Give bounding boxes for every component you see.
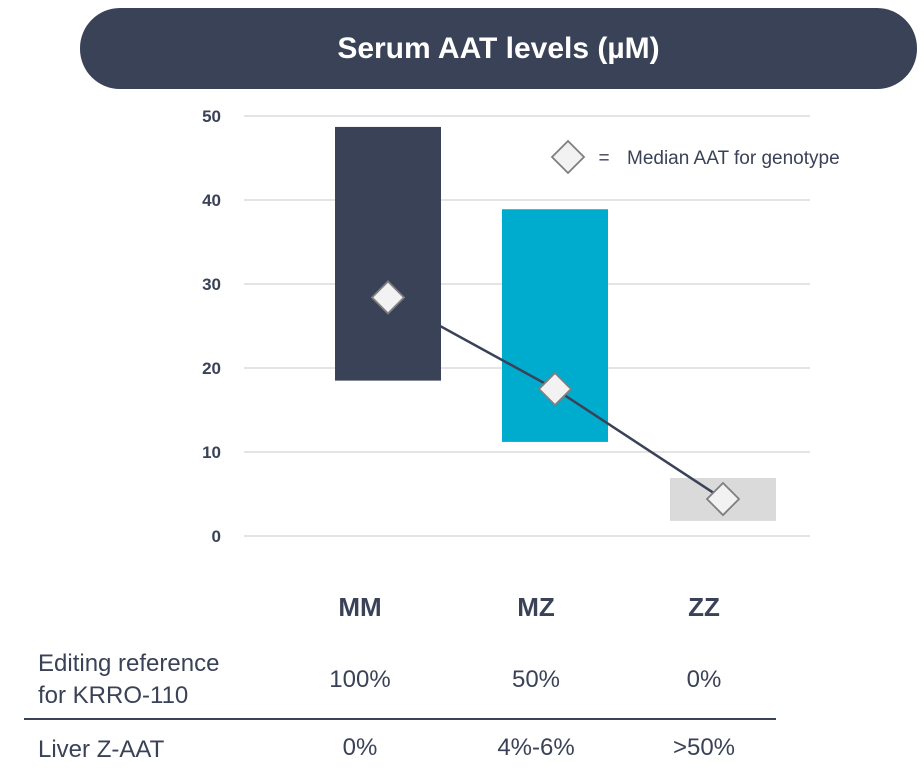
y-tick-label-50: 50 [202, 107, 221, 126]
legend-diamond-icon [550, 139, 586, 175]
liver-value-mm: 0% [342, 734, 378, 761]
median-marker-mm [370, 280, 406, 315]
median-marker-mz [537, 371, 573, 407]
median-marker-zz [705, 481, 741, 517]
category-label-mm: MM [338, 592, 382, 622]
table-divider [24, 718, 776, 720]
row-label-editing: Editing reference for KRRO-110 [38, 648, 219, 712]
y-tick-label-0: 0 [212, 527, 221, 546]
y-tick-label-10: 10 [202, 443, 221, 462]
y-tick-label-40: 40 [202, 191, 221, 210]
chart-title: Serum AAT levels (µM) [337, 31, 660, 65]
chart-title-banner: Serum AAT levels (µM) [80, 8, 917, 89]
editing-value-mm: 100% [329, 666, 391, 693]
row-label-editing-line1: Editing reference [38, 650, 220, 677]
row-label-liver: Liver Z-AAT [38, 736, 165, 763]
y-tick-label-30: 30 [202, 275, 221, 294]
range-bar-mm [335, 126, 441, 381]
liver-value-mz: 4%-6% [497, 734, 575, 761]
range-bar-mz [502, 209, 608, 442]
row-label-editing-line2: for KRRO-110 [38, 682, 189, 709]
liver-value-zz: >50% [672, 734, 736, 761]
category-label-mz: MZ [517, 592, 555, 622]
legend-equals: = [598, 148, 609, 169]
legend-label: Median AAT for genotype [627, 148, 840, 169]
editing-value-mz: 50% [511, 666, 561, 693]
editing-value-zz: 0% [686, 666, 722, 693]
y-tick-label-20: 20 [202, 359, 221, 378]
category-label-zz: ZZ [688, 592, 720, 622]
